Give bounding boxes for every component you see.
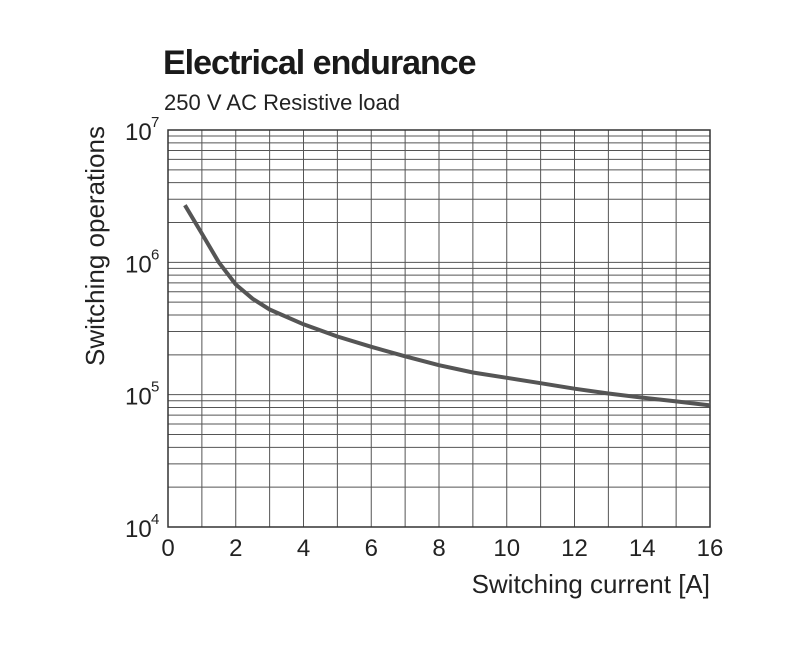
x-tick-label: 8 — [432, 535, 445, 562]
y-tick-label: 10 — [125, 384, 152, 411]
grid-lines — [168, 130, 710, 527]
y-tick-exponent: 6 — [151, 246, 159, 263]
x-tick-labels: 0 2 4 6 8 10 12 14 16 — [161, 535, 723, 562]
y-tick-label: 10 — [125, 516, 152, 543]
x-tick-label: 6 — [365, 535, 378, 562]
y-axis-label: Switching operations — [80, 126, 110, 366]
y-tick-exponent: 5 — [151, 379, 159, 396]
chart-title: Electrical endurance — [163, 44, 477, 82]
x-tick-label: 16 — [697, 535, 724, 562]
x-tick-label: 4 — [297, 535, 310, 562]
x-tick-label: 10 — [493, 535, 520, 562]
y-tick-exponent: 4 — [151, 511, 159, 528]
x-axis-label: Switching current [A] — [472, 569, 710, 599]
y-tick-exponent: 7 — [151, 114, 159, 131]
y-tick-label: 10 — [125, 119, 152, 146]
chart-subtitle: 250 V AC Resistive load — [164, 90, 401, 115]
x-tick-label: 0 — [161, 535, 174, 562]
y-tick-label: 10 — [125, 251, 152, 278]
x-tick-label: 2 — [229, 535, 242, 562]
x-tick-label: 14 — [629, 535, 656, 562]
series-line — [183, 204, 711, 408]
x-tick-label: 12 — [561, 535, 588, 562]
plot-frame — [167, 129, 711, 528]
series-group — [183, 204, 711, 408]
